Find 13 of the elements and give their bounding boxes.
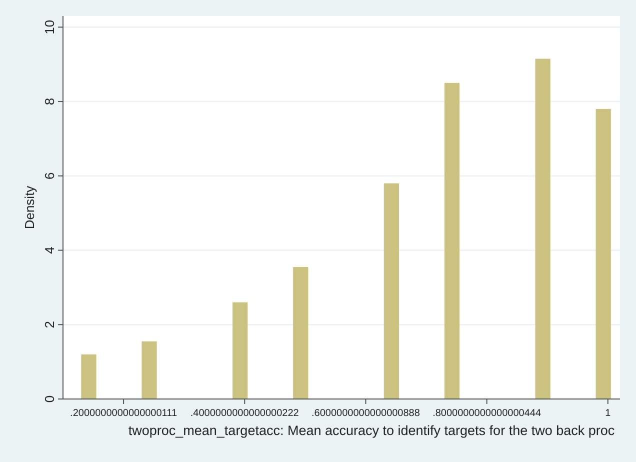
x-tick-label: .8000000000000000444 <box>432 408 542 419</box>
x-tick-label: 1 <box>605 408 612 419</box>
x-axis-title: twoproc_mean_targetacc: Mean accuracy to identify targets for the two back proc <box>128 423 615 438</box>
y-tick-label: 6 <box>42 172 57 180</box>
y-axis-title: Density <box>22 185 37 230</box>
x-tick-label: .6000000000000000888 <box>311 408 420 419</box>
y-tick-label: 4 <box>42 246 57 254</box>
y-tick-label: 2 <box>42 321 57 328</box>
y-tick-label: 8 <box>42 98 57 106</box>
y-tick-label: 0 <box>42 395 57 403</box>
x-tick-label: .4000000000000000222 <box>190 408 300 419</box>
y-tick-label: 10 <box>42 20 57 34</box>
x-tick-label: .2000000000000000111 <box>70 408 178 419</box>
